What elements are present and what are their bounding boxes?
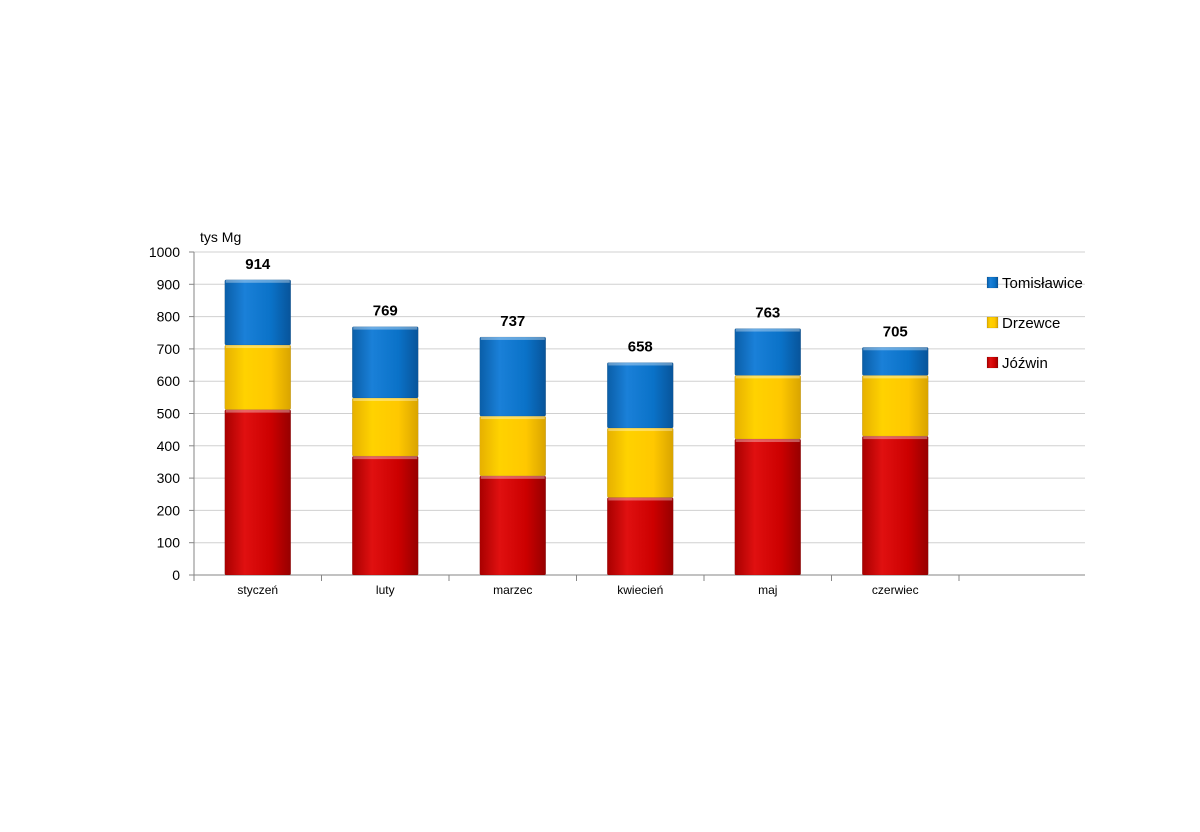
y-axis-unit-label: tys Mg — [200, 229, 241, 245]
y-tick-label: 0 — [172, 567, 180, 583]
bar-segment-highlight — [735, 328, 800, 332]
x-category-label: kwiecień — [617, 583, 663, 597]
x-category-label: czerwiec — [872, 583, 919, 597]
y-tick-label: 1000 — [149, 244, 180, 260]
y-tick-label: 900 — [157, 276, 181, 292]
labels: 0 100 200 300 400 500 600 700 800 900 1000 styczeń 9… — [149, 244, 919, 597]
bar-segment-highlight — [863, 347, 928, 351]
bar-segment-drzewce — [479, 415, 546, 477]
bar-segment-jóźwin — [607, 497, 674, 576]
bar-segment-highlight — [480, 336, 545, 340]
bar-total-label: 737 — [500, 313, 525, 330]
x-category-label: styczeń — [237, 583, 278, 597]
bar-segment-highlight — [735, 375, 800, 379]
bar-segment-drzewce — [734, 375, 801, 440]
y-tick-label: 600 — [157, 373, 181, 389]
bar-segment-highlight — [480, 475, 545, 479]
bar-segment-highlight — [353, 397, 418, 401]
legend-swatch-drzewce — [986, 316, 999, 329]
bar-segment-highlight — [225, 279, 290, 283]
bar-segment-highlight — [608, 428, 673, 432]
legend-swatch-tomisławice — [986, 276, 999, 289]
y-tick-label: 100 — [157, 535, 181, 551]
bar-total-label: 769 — [373, 303, 398, 320]
x-category-label: marzec — [493, 583, 532, 597]
bars — [224, 279, 929, 576]
bar-segment-highlight — [353, 326, 418, 330]
bar-total-label: 763 — [755, 305, 780, 322]
legend: Tomisławice Drzewce Jóźwin — [986, 275, 1083, 372]
y-tick-label: 200 — [157, 502, 181, 518]
bar-segment-jóźwin — [734, 438, 801, 576]
x-category-label: luty — [376, 583, 395, 597]
legend-label-drzewce: Drzewce — [1002, 315, 1060, 332]
y-tick-label: 800 — [157, 309, 181, 325]
bar-segment-highlight — [608, 362, 673, 366]
bar-segment-drzewce — [224, 344, 291, 410]
bar-segment-highlight — [863, 436, 928, 440]
bar-segment-highlight — [353, 456, 418, 460]
bar-total-label: 914 — [245, 256, 271, 273]
legend-label-tomisławice: Tomisławice — [1002, 275, 1083, 292]
bar-segment-drzewce — [862, 375, 929, 437]
legend-label-jóźwin: Jóźwin — [1002, 355, 1048, 372]
bar-segment-tomisławice — [862, 347, 929, 376]
bar-segment-tomisławice — [479, 336, 546, 417]
y-tick-label: 500 — [157, 406, 181, 422]
bar-segment-jóźwin — [352, 455, 419, 576]
bar-segment-highlight — [608, 497, 673, 501]
y-tick-label: 400 — [157, 438, 181, 454]
bar-segment-tomisławice — [734, 328, 801, 376]
bar-segment-highlight — [225, 409, 290, 413]
bar-segment-drzewce — [607, 427, 674, 498]
y-tick-label: 300 — [157, 470, 181, 486]
legend-swatch-jóźwin — [986, 356, 999, 369]
bar-segment-highlight — [225, 345, 290, 349]
bar-segment-jóźwin — [479, 475, 546, 576]
x-category-label: maj — [758, 583, 777, 597]
bar-segment-highlight — [480, 416, 545, 420]
bar-segment-drzewce — [352, 397, 419, 457]
bar-segment-tomisławice — [607, 362, 674, 429]
bar-total-label: 705 — [883, 323, 908, 340]
y-tick-label: 700 — [157, 341, 181, 357]
bar-segment-tomisławice — [224, 279, 291, 346]
bar-segment-jóźwin — [224, 409, 291, 576]
bar-segment-highlight — [863, 375, 928, 379]
bar-segment-jóźwin — [862, 435, 929, 576]
bar-total-label: 658 — [628, 338, 653, 355]
bar-segment-tomisławice — [352, 326, 419, 399]
bar-segment-highlight — [735, 439, 800, 443]
